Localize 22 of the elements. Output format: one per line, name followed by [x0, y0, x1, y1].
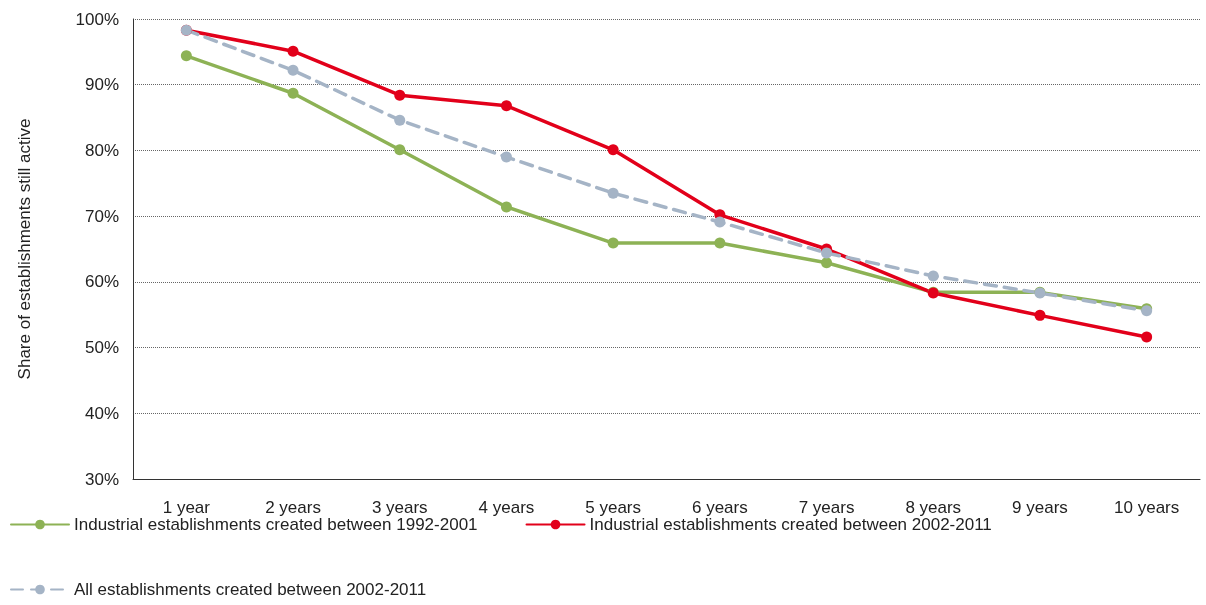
y-axis-title: Share of establishments still active	[15, 118, 34, 380]
x-tick-label: 8 years	[905, 498, 962, 517]
x-tick-label: 6 years	[691, 498, 748, 517]
x-tick-label: 10 years	[1114, 498, 1180, 517]
x-tick-label: 1 year	[162, 498, 211, 517]
legend-label: Industrial establishments created between 1992-2001	[74, 515, 478, 534]
x-tick-label: 7 years	[798, 498, 855, 517]
y-tick-label: 30%	[84, 469, 119, 489]
x-tick-label: 3 years	[371, 498, 428, 517]
x-tick-label: 2 years	[265, 498, 321, 517]
legend-label: Industrial establishments created between 2002-2011	[589, 515, 992, 534]
y-tick-label: 60%	[84, 272, 119, 292]
x-tick-label: 4 years	[478, 498, 535, 517]
y-tick-label: 80%	[84, 140, 119, 160]
y-tick-label: 40%	[84, 403, 119, 423]
y-tick-label: 100%	[75, 9, 119, 29]
y-tick-label: 50%	[84, 338, 119, 358]
x-tick-label: 9 years	[1012, 498, 1068, 517]
y-tick-label: 70%	[84, 206, 119, 226]
legend-label: All establishments created between 2002-2011	[74, 580, 427, 599]
x-tick-label: 5 years	[585, 498, 642, 517]
y-tick-label: 90%	[84, 75, 119, 95]
